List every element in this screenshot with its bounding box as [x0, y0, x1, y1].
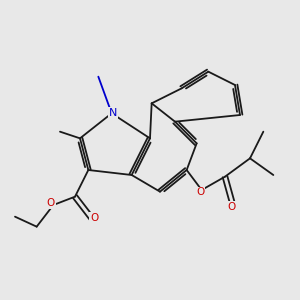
Text: O: O [196, 188, 204, 197]
Text: O: O [90, 213, 98, 223]
Text: N: N [109, 108, 117, 118]
Text: O: O [228, 202, 236, 212]
Text: O: O [47, 199, 55, 208]
